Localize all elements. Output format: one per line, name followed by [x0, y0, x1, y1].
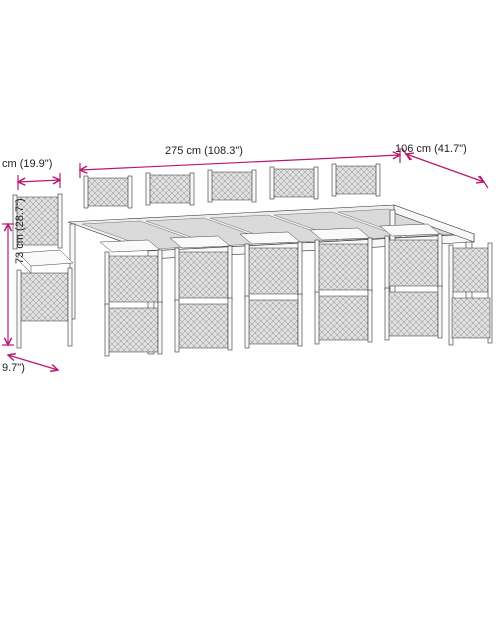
back-chairs-row: [84, 164, 380, 208]
label-table-length: 275 cm (108.3"): [165, 145, 243, 157]
label-table-width: 106 cm (41.7"): [395, 143, 467, 155]
label-chair-width: cm (19.9"): [2, 158, 52, 170]
furniture-drawing: [13, 164, 492, 356]
label-chair-depth: 9.7"): [2, 362, 25, 374]
dimensional-diagram: [0, 0, 500, 641]
label-table-height: 73 cm (28.7"): [14, 198, 26, 264]
